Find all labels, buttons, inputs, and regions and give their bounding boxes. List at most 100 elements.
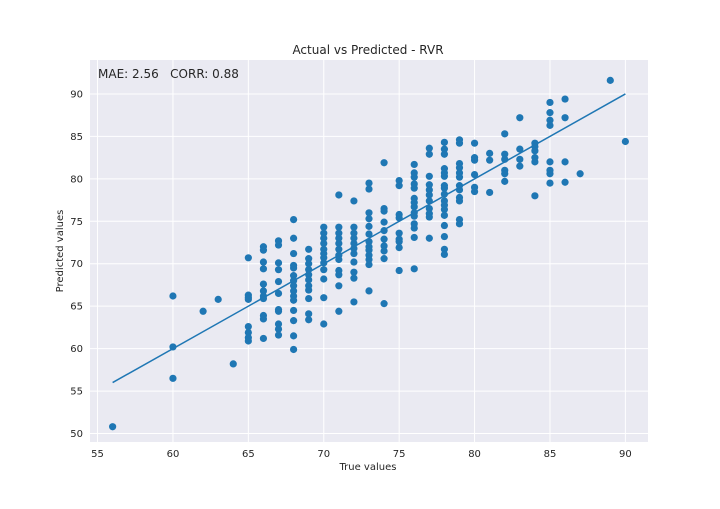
data-point xyxy=(546,116,554,124)
data-point xyxy=(440,221,449,230)
data-point xyxy=(335,255,343,264)
data-point xyxy=(169,343,177,351)
data-point xyxy=(470,187,479,196)
data-point xyxy=(259,265,268,273)
data-point xyxy=(320,234,328,242)
data-point xyxy=(516,162,524,170)
data-point xyxy=(395,229,403,237)
data-point xyxy=(440,172,449,180)
data-point xyxy=(214,295,222,303)
y-tick-label: 90 xyxy=(70,89,83,100)
data-point xyxy=(395,244,403,252)
data-point xyxy=(455,139,464,147)
data-point xyxy=(380,247,388,255)
data-point xyxy=(350,258,358,266)
data-point xyxy=(546,109,554,117)
data-point xyxy=(546,170,554,178)
data-point xyxy=(561,158,569,166)
data-point xyxy=(455,173,464,181)
data-point xyxy=(305,260,313,268)
data-point xyxy=(501,170,509,178)
data-point xyxy=(425,213,433,221)
data-point xyxy=(470,156,479,164)
data-point xyxy=(365,287,373,295)
data-point xyxy=(289,317,298,325)
data-point xyxy=(440,184,449,192)
data-point xyxy=(244,322,252,331)
data-point xyxy=(531,147,539,155)
data-point xyxy=(169,292,177,300)
chart-title: Actual vs Predicted - RVR xyxy=(292,43,443,57)
data-point xyxy=(455,164,464,172)
data-point xyxy=(516,145,524,153)
data-point xyxy=(274,241,283,249)
data-point xyxy=(350,249,358,258)
data-point xyxy=(335,223,343,231)
data-point xyxy=(410,173,418,181)
data-point xyxy=(486,149,494,157)
data-point xyxy=(365,209,373,217)
data-point xyxy=(440,211,449,219)
data-point xyxy=(289,296,298,304)
x-tick-label: 75 xyxy=(393,449,406,460)
data-point xyxy=(365,215,373,223)
data-point xyxy=(320,266,328,274)
data-point xyxy=(289,215,298,224)
data-point xyxy=(320,223,328,231)
data-point xyxy=(335,239,343,247)
data-point xyxy=(350,223,358,231)
data-point xyxy=(516,155,524,163)
data-point xyxy=(440,190,449,198)
data-point xyxy=(365,222,373,230)
data-point xyxy=(425,144,433,152)
data-point xyxy=(320,229,328,237)
data-point xyxy=(531,192,539,200)
data-point xyxy=(259,315,268,323)
data-point xyxy=(501,150,509,158)
data-point xyxy=(365,255,373,264)
data-point xyxy=(546,98,554,107)
x-tick-label: 55 xyxy=(91,449,104,460)
data-point xyxy=(516,114,524,122)
data-point xyxy=(365,179,373,187)
data-point xyxy=(335,229,343,237)
data-point xyxy=(440,245,449,253)
data-point xyxy=(335,234,343,242)
data-point xyxy=(561,178,569,186)
x-tick-label: 90 xyxy=(619,449,632,460)
data-point xyxy=(259,280,268,288)
data-point xyxy=(259,258,268,266)
data-point xyxy=(395,266,403,275)
y-tick-label: 65 xyxy=(70,302,83,313)
data-point xyxy=(244,295,252,303)
data-point xyxy=(455,220,464,228)
data-point xyxy=(274,277,283,286)
data-point xyxy=(289,272,298,280)
data-point xyxy=(320,254,328,262)
data-point xyxy=(380,235,388,243)
data-point xyxy=(425,204,433,213)
data-point xyxy=(425,234,433,242)
y-tick-label: 70 xyxy=(70,259,83,270)
data-point xyxy=(380,218,388,226)
data-point xyxy=(470,139,479,147)
data-point xyxy=(259,287,268,295)
data-point xyxy=(440,145,449,153)
data-point xyxy=(561,114,569,122)
data-point xyxy=(335,282,343,290)
x-axis-label: True values xyxy=(339,462,397,473)
y-tick-label: 55 xyxy=(70,387,83,398)
data-point xyxy=(274,331,283,339)
data-point xyxy=(335,245,343,253)
data-point xyxy=(440,138,449,146)
data-point xyxy=(320,275,328,283)
data-point xyxy=(305,286,313,294)
data-point xyxy=(305,276,313,284)
x-tick-label: 65 xyxy=(242,449,255,460)
data-point xyxy=(365,185,373,193)
data-point xyxy=(335,191,343,199)
data-point xyxy=(501,177,509,185)
data-point xyxy=(380,255,388,263)
data-point xyxy=(305,255,313,263)
data-point xyxy=(109,423,117,431)
